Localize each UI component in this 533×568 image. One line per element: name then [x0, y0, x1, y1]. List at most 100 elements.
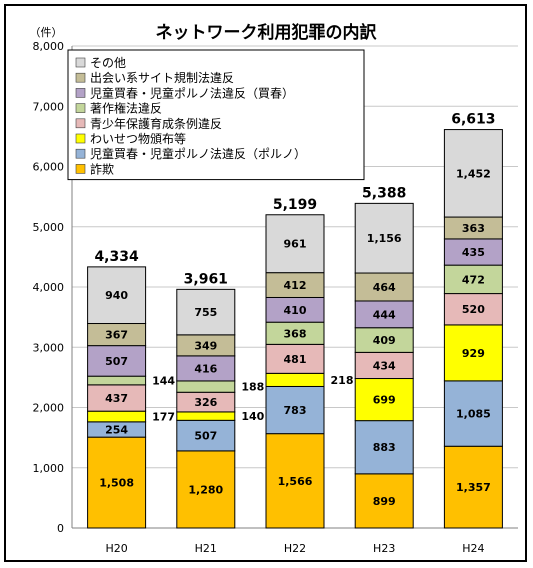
bar-segment — [176, 288, 236, 336]
x-tick-label: H20 — [105, 542, 127, 555]
y-tick-label: 4,000 — [33, 281, 65, 294]
legend-swatch — [75, 133, 86, 144]
bar-segment — [87, 410, 147, 423]
data-label: 326 — [194, 396, 217, 409]
y-unit-label: （件） — [30, 26, 63, 39]
bar-segment — [354, 202, 414, 274]
chart-frame: ネットワーク利用犯罪の内訳 （件） 0 1,000 2,000 3,000 4,000 5… — [4, 4, 527, 562]
bar-segment — [354, 378, 414, 422]
legend-swatch — [75, 148, 86, 159]
legend-swatch — [75, 88, 86, 98]
y-tick-label: 2,000 — [33, 402, 65, 415]
data-label: 416 — [194, 362, 217, 375]
data-label: 367 — [105, 329, 128, 342]
x-tick-label: H21 — [195, 542, 217, 555]
legend-swatch — [75, 57, 86, 68]
data-label: 464 — [373, 281, 396, 294]
bar-segment — [87, 436, 147, 529]
data-label: 1,156 — [367, 232, 402, 245]
data-label: 507 — [194, 430, 217, 443]
y-tick-label: 7,000 — [33, 100, 65, 113]
y-tick-label: 8,000 — [33, 40, 65, 53]
bar-segment — [87, 375, 147, 386]
data-label: 434 — [373, 359, 396, 372]
legend-entry: その他 — [90, 56, 126, 70]
data-label: 899 — [373, 495, 396, 508]
data-label: 481 — [284, 353, 307, 366]
legend-entry: 児童買春・児童ポルノ法違反（買春） — [90, 85, 294, 100]
data-label: 755 — [194, 306, 217, 319]
stacked-bar-chart: ネットワーク利用犯罪の内訳 （件） 0 1,000 2,000 3,000 4,000 5… — [30, 22, 518, 555]
data-label: 218 — [331, 374, 354, 387]
bar-segment — [265, 296, 325, 323]
data-label: 410 — [284, 304, 307, 317]
legend-swatch — [75, 164, 86, 174]
data-label: 409 — [373, 334, 396, 347]
bars: 1,508 254 177 437 144 507 367 940 4,334 1,280 507 1… — [87, 112, 503, 529]
data-label: 1,452 — [456, 167, 491, 180]
bar-segment — [265, 343, 325, 374]
legend-entry: 著作権法違反 — [90, 101, 162, 116]
legend-swatch — [75, 103, 86, 113]
data-label: 1,280 — [188, 483, 223, 496]
data-label: 961 — [284, 238, 307, 251]
y-tick-label: 0 — [57, 522, 64, 535]
data-label: 699 — [373, 394, 396, 407]
bar-segment — [443, 380, 503, 447]
bar-segment — [265, 385, 325, 435]
x-tick-label: H23 — [373, 542, 395, 555]
data-label: 368 — [284, 327, 307, 340]
bar-segment — [87, 345, 147, 377]
x-axis-ticks: H20 H21 H22 H23 H24 — [105, 542, 484, 555]
data-label: 437 — [105, 392, 128, 405]
data-label: 444 — [373, 308, 396, 321]
data-label: 144 — [152, 375, 175, 388]
y-tick-label: 1,000 — [33, 462, 65, 475]
y-tick-label: 6,000 — [33, 161, 65, 174]
bar-segment — [265, 433, 325, 529]
y-tick-label: 5,000 — [33, 221, 65, 234]
bar-segment — [176, 419, 236, 452]
bar-segment — [443, 264, 503, 295]
legend-swatch — [75, 118, 86, 129]
data-label: 472 — [462, 273, 485, 286]
legend-entry: 詐欺 — [90, 161, 114, 176]
data-label: 1,566 — [278, 475, 313, 488]
data-label: 1,085 — [456, 408, 491, 421]
data-label: 435 — [462, 246, 485, 259]
data-label: 188 — [241, 381, 264, 394]
y-axis-ticks: 0 1,000 2,000 3,000 4,000 5,000 6,000 7,000 8,00… — [33, 40, 65, 535]
bar-segment — [354, 420, 414, 475]
bar-segment — [176, 450, 236, 529]
data-label: 940 — [105, 289, 128, 302]
data-label: 1,508 — [99, 477, 134, 490]
bar-segment — [354, 300, 414, 329]
total-label: 3,961 — [184, 271, 228, 287]
data-label: 140 — [241, 410, 264, 423]
legend-entry: わいせつ物頒布等 — [90, 132, 186, 146]
bar-segment — [176, 355, 236, 382]
bar-segment — [443, 293, 503, 326]
total-label: 4,334 — [94, 249, 139, 265]
y-tick-label: 3,000 — [33, 341, 65, 354]
bar-segment — [265, 214, 325, 274]
data-label: 507 — [105, 355, 128, 368]
legend-swatch — [75, 72, 86, 83]
data-label: 883 — [373, 441, 396, 454]
x-tick-label: H24 — [462, 542, 484, 555]
chart-title: ネットワーク利用犯罪の内訳 — [156, 22, 378, 43]
data-label: 177 — [152, 411, 175, 424]
bar-segment — [443, 129, 503, 218]
bar-segment — [176, 411, 236, 421]
data-label: 412 — [284, 279, 307, 292]
data-label: 1,357 — [456, 481, 491, 494]
legend-entry: 児童買春・児童ポルノ法違反（ポルノ） — [90, 146, 306, 161]
legend: その他出会い系サイト規制法違反児童買春・児童ポルノ法違反（買春）著作権法違反青少… — [67, 49, 365, 181]
bar-segment — [443, 445, 503, 529]
bar-segment — [87, 266, 147, 325]
data-label: 349 — [194, 339, 217, 352]
legend-box — [67, 49, 365, 181]
total-label: 5,388 — [362, 185, 406, 201]
data-label: 254 — [105, 423, 128, 436]
x-tick-label: H22 — [284, 542, 306, 555]
